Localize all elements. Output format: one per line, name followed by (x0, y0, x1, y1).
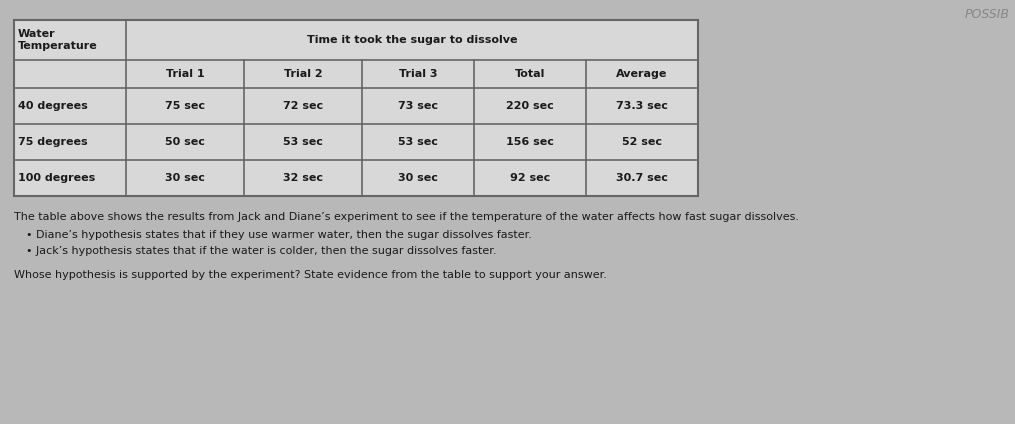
Text: 100 degrees: 100 degrees (18, 173, 95, 183)
Text: 73.3 sec: 73.3 sec (616, 101, 668, 111)
Text: Trial 2: Trial 2 (283, 69, 323, 79)
Text: 220 sec: 220 sec (506, 101, 554, 111)
Text: 75 sec: 75 sec (165, 101, 205, 111)
Text: 53 sec: 53 sec (283, 137, 323, 147)
Text: 72 sec: 72 sec (283, 101, 323, 111)
Text: Average: Average (616, 69, 668, 79)
Text: The table above shows the results from Jack and Diane’s experiment to see if the: The table above shows the results from J… (14, 212, 799, 222)
Bar (14, 20, 698, 196)
Text: Water
Temperature: Water Temperature (18, 29, 97, 51)
Text: Trial 3: Trial 3 (399, 69, 437, 79)
Text: 92 sec: 92 sec (510, 173, 550, 183)
Text: Total: Total (515, 69, 545, 79)
Text: 52 sec: 52 sec (622, 137, 662, 147)
Text: Trial 1: Trial 1 (165, 69, 204, 79)
Text: 50 sec: 50 sec (165, 137, 205, 147)
Text: POSSIB: POSSIB (965, 8, 1010, 21)
Text: 53 sec: 53 sec (398, 137, 437, 147)
Text: 156 sec: 156 sec (506, 137, 554, 147)
Text: 75 degrees: 75 degrees (18, 137, 87, 147)
Text: • Jack’s hypothesis states that if the water is colder, then the sugar dissolves: • Jack’s hypothesis states that if the w… (26, 246, 496, 256)
Text: 73 sec: 73 sec (398, 101, 438, 111)
Text: 30 sec: 30 sec (165, 173, 205, 183)
Text: Whose hypothesis is supported by the experiment? State evidence from the table t: Whose hypothesis is supported by the exp… (14, 270, 607, 280)
Text: 30 sec: 30 sec (398, 173, 437, 183)
Text: Time it took the sugar to dissolve: Time it took the sugar to dissolve (307, 35, 518, 45)
Text: 40 degrees: 40 degrees (18, 101, 87, 111)
Text: • Diane’s hypothesis states that if they use warmer water, then the sugar dissol: • Diane’s hypothesis states that if they… (26, 230, 532, 240)
Text: 32 sec: 32 sec (283, 173, 323, 183)
Text: 30.7 sec: 30.7 sec (616, 173, 668, 183)
